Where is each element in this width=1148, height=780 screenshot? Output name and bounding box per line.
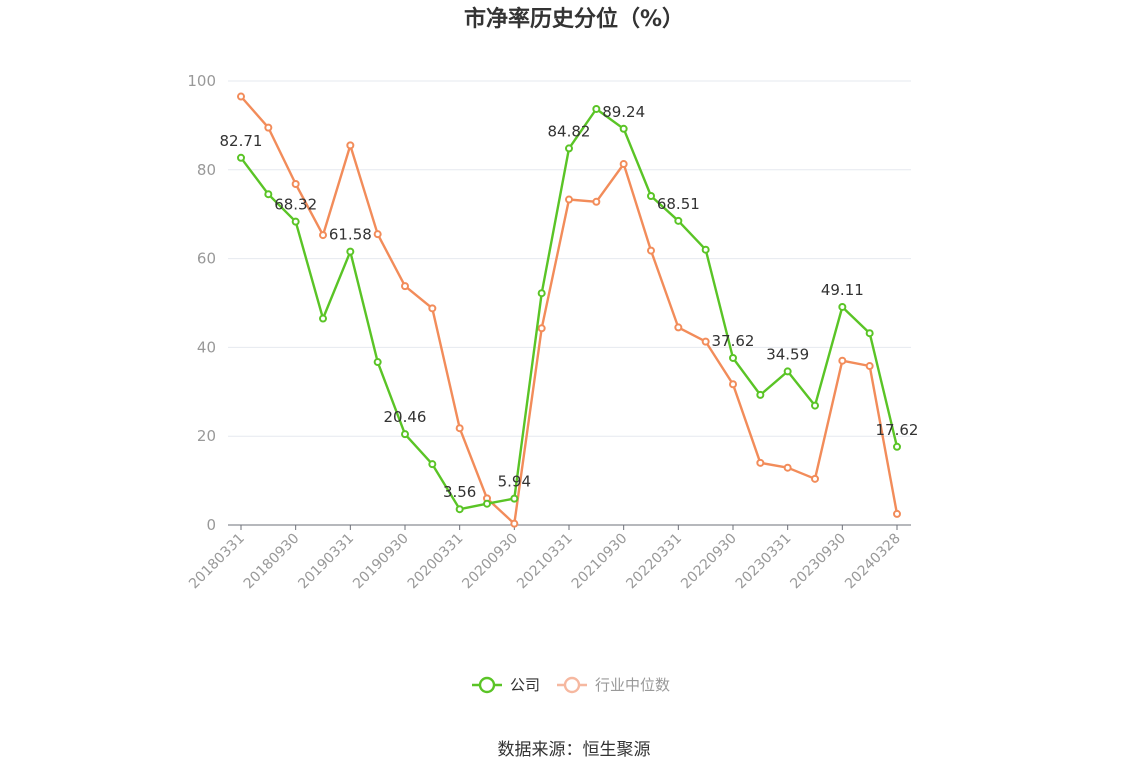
data-label: 20.46: [384, 408, 427, 426]
data-point[interactable]: [811, 401, 819, 410]
data-point[interactable]: [455, 505, 464, 514]
legend-label: 行业中位数: [595, 676, 670, 694]
data-point[interactable]: [893, 442, 901, 451]
data-point[interactable]: [237, 153, 245, 162]
legend-circle-icon: [563, 676, 581, 694]
x-tick-label: 20240328: [842, 531, 904, 593]
legend-circle-icon: [478, 676, 496, 694]
legend-item-industry-median[interactable]: 行业中位数: [557, 676, 670, 694]
y-tick-label: 80: [197, 161, 216, 179]
legend[interactable]: 公司 行业中位数: [472, 676, 670, 694]
data-point[interactable]: [811, 474, 819, 483]
data-point[interactable]: [319, 231, 327, 240]
data-point[interactable]: [619, 124, 628, 133]
data-point[interactable]: [264, 123, 273, 132]
data-label: 68.32: [274, 196, 317, 214]
series-line-industry-median: [240, 95, 899, 525]
data-point[interactable]: [346, 247, 355, 256]
series-line-company: [240, 107, 899, 511]
y-tick-label: 60: [197, 250, 216, 268]
data-point[interactable]: [865, 329, 874, 338]
data-point[interactable]: [756, 390, 765, 399]
data-point[interactable]: [701, 337, 710, 346]
data-point[interactable]: [865, 362, 874, 371]
data-point[interactable]: [428, 304, 437, 313]
data-point[interactable]: [373, 358, 382, 367]
data-point[interactable]: [401, 430, 409, 439]
data-point[interactable]: [373, 230, 382, 239]
data-label: 34.59: [766, 345, 809, 363]
y-tick-label: 0: [206, 516, 216, 534]
data-point[interactable]: [537, 324, 546, 333]
data-point[interactable]: [455, 424, 464, 433]
data-point[interactable]: [592, 104, 601, 113]
x-tick-label: 20210930: [569, 531, 631, 593]
data-label: 68.51: [657, 195, 700, 213]
data-point[interactable]: [783, 463, 792, 472]
data-point[interactable]: [401, 282, 409, 291]
y-tick-label: 20: [197, 427, 216, 445]
y-tick-label: 100: [187, 72, 216, 90]
data-point[interactable]: [510, 494, 519, 503]
data-point[interactable]: [565, 195, 573, 204]
x-tick-label: 20220331: [623, 531, 685, 593]
x-tick-label: 20200331: [405, 531, 467, 593]
data-point[interactable]: [428, 460, 437, 469]
y-tick-label: 40: [197, 338, 216, 356]
data-point[interactable]: [893, 509, 901, 518]
legend-label: 公司: [510, 676, 540, 694]
data-labels: 82.71 68.32 61.58 20.46 3.56 5.94 84.82 89.24 68…: [220, 103, 919, 501]
data-point[interactable]: [729, 380, 737, 389]
axes: 0 20 40 60 80 100 2018033120180930201903312019…: [186, 72, 911, 592]
data-point[interactable]: [674, 323, 683, 332]
data-point[interactable]: [483, 499, 491, 508]
x-tick-label: 20220930: [678, 531, 740, 593]
data-point[interactable]: [237, 92, 245, 101]
data-point[interactable]: [756, 458, 765, 467]
data-point[interactable]: [264, 190, 273, 199]
data-label: 5.94: [498, 473, 531, 491]
data-point[interactable]: [647, 246, 655, 255]
data-point[interactable]: [565, 144, 573, 153]
data-point[interactable]: [291, 217, 300, 226]
data-label: 37.62: [712, 332, 755, 350]
data-point[interactable]: [783, 367, 792, 376]
data-point[interactable]: [619, 160, 628, 169]
source-note: 数据来源：恒生聚源: [498, 740, 651, 760]
data-label: 84.82: [548, 122, 591, 140]
x-tick-label: 20180930: [241, 531, 303, 593]
data-point[interactable]: [537, 289, 546, 298]
data-point[interactable]: [510, 519, 519, 528]
legend-item-company[interactable]: 公司: [472, 676, 540, 694]
data-point[interactable]: [838, 302, 847, 311]
x-tick-label: 20190331: [295, 531, 357, 593]
data-point[interactable]: [592, 197, 601, 206]
x-tick-label: 20200930: [459, 531, 521, 593]
data-label: 61.58: [329, 226, 372, 244]
data-point[interactable]: [346, 141, 355, 150]
chart-title: 市净率历史分位（%）: [464, 6, 684, 32]
data-point[interactable]: [838, 356, 847, 365]
data-label: 82.71: [220, 132, 263, 150]
data-label: 49.11: [821, 281, 864, 299]
data-point[interactable]: [674, 216, 683, 225]
data-label: 89.24: [602, 103, 645, 121]
x-tick-label: 20210331: [514, 531, 576, 593]
x-tick-label: 20230930: [787, 531, 849, 593]
x-tick-label: 20230331: [733, 531, 795, 593]
x-tick-label: 20190930: [350, 531, 412, 593]
data-label: 17.62: [876, 421, 919, 439]
data-point[interactable]: [729, 353, 737, 362]
data-label: 3.56: [443, 483, 476, 501]
data-point[interactable]: [701, 245, 710, 254]
x-tick-label: 20180331: [186, 531, 248, 593]
data-point[interactable]: [291, 180, 300, 189]
data-point[interactable]: [647, 191, 655, 200]
series-lines: [237, 92, 901, 528]
data-point[interactable]: [319, 314, 327, 323]
